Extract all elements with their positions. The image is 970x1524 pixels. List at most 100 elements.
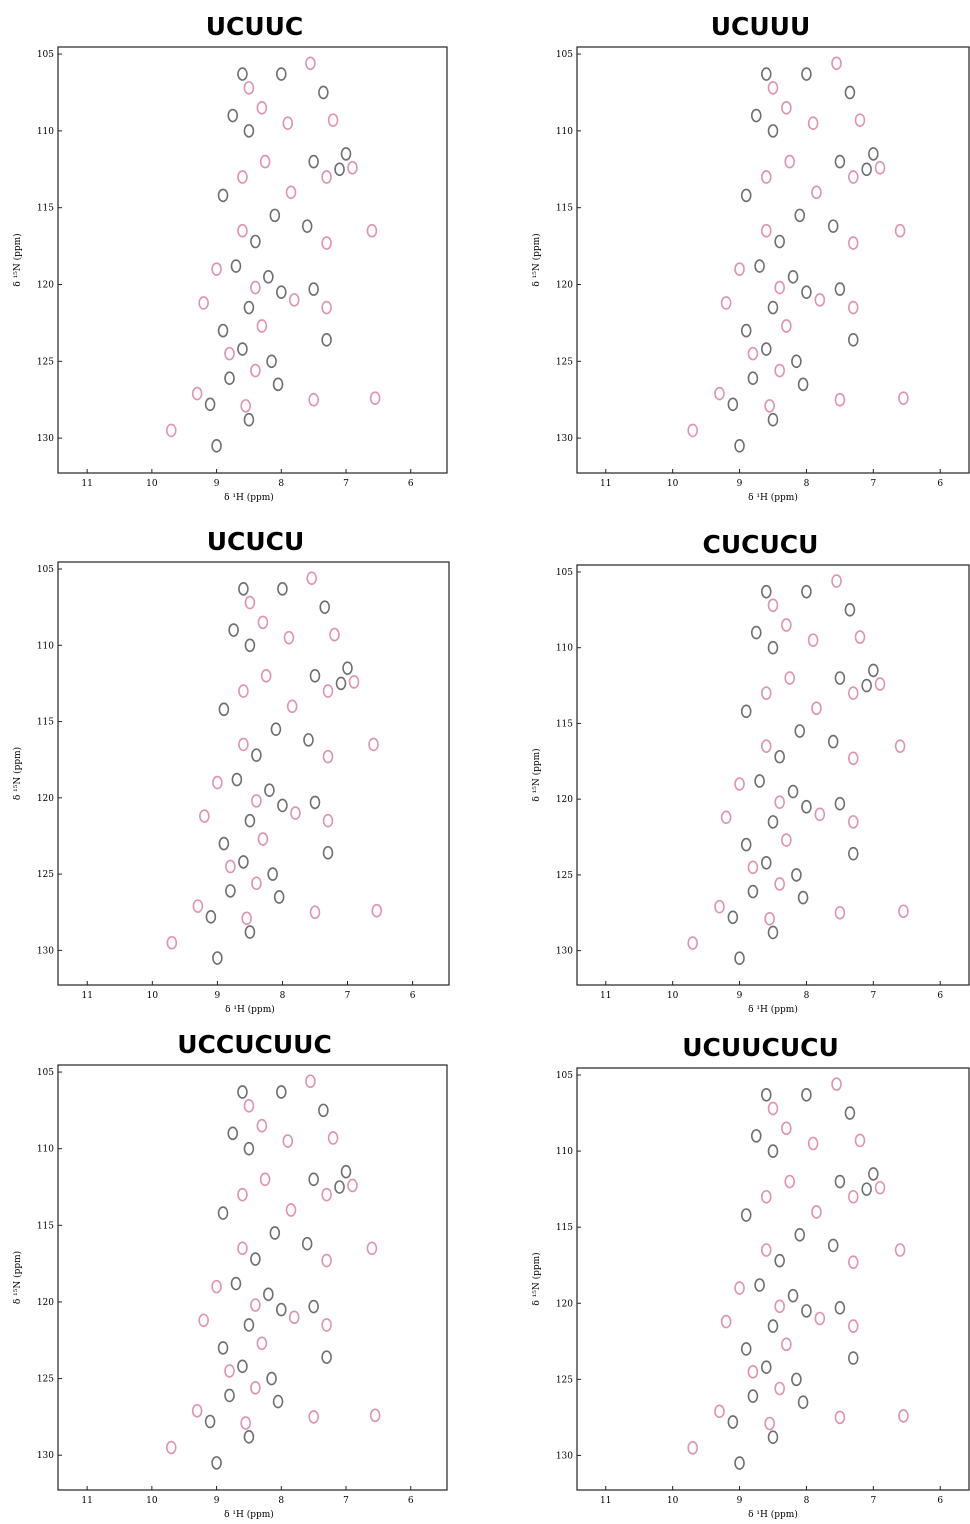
peak: [801, 1304, 812, 1318]
y-axis-label: δ ¹⁵N (ppm): [531, 1252, 542, 1305]
frame: [57, 1064, 448, 1491]
peak: [854, 1133, 866, 1148]
peak: [270, 722, 282, 736]
peak: [801, 285, 812, 299]
plot-area: [165, 1074, 381, 1470]
peak: [250, 1298, 261, 1312]
peak: [767, 925, 779, 940]
x-tick-label: 10: [146, 1496, 158, 1506]
panel-title: UCUUC: [206, 12, 304, 41]
peak: [834, 1174, 846, 1189]
peak: [256, 1118, 268, 1133]
peak: [237, 342, 248, 356]
peak: [257, 832, 269, 846]
peak: [204, 1414, 216, 1429]
peak: [266, 354, 277, 369]
peak: [747, 1364, 759, 1379]
peak: [308, 392, 319, 407]
peak: [165, 1440, 177, 1455]
peak: [301, 219, 313, 233]
peak: [217, 1341, 229, 1355]
peak: [754, 1278, 765, 1292]
peak: [761, 1243, 772, 1257]
peak: [243, 1141, 255, 1156]
peak: [727, 1415, 739, 1429]
peak: [329, 627, 340, 642]
peak: [192, 899, 204, 913]
peak: [827, 1238, 839, 1253]
peak: [834, 154, 846, 169]
y-tick-label: 115: [556, 1223, 573, 1233]
peak: [687, 423, 699, 438]
peak: [827, 734, 839, 749]
y-tick-label: 130: [37, 946, 54, 956]
peak: [286, 699, 298, 714]
peak: [217, 188, 229, 203]
peak: [847, 1255, 859, 1269]
y-tick-label: 105: [556, 1071, 573, 1081]
peak: [368, 737, 379, 752]
peak: [781, 1121, 792, 1136]
peak: [290, 806, 301, 820]
peak: [165, 423, 177, 438]
peak: [321, 236, 332, 250]
x-tick-label: 8: [278, 479, 284, 489]
x-tick-label: 11: [600, 991, 611, 1001]
peak: [334, 162, 345, 177]
peak: [761, 342, 772, 356]
peak: [807, 1136, 819, 1151]
peak: [774, 280, 785, 295]
peak: [797, 377, 809, 392]
panel: CUCUCU 11 10 9 8 7 6 105 110 115 120 125 130 δ ¹H (pp…: [531, 530, 970, 1015]
peak: [277, 582, 288, 596]
peak: [740, 837, 752, 852]
y-tick-label: 115: [556, 719, 573, 729]
peak: [834, 905, 846, 920]
peak: [250, 1252, 261, 1266]
peak: [868, 663, 879, 678]
peak: [266, 1371, 277, 1386]
peak: [218, 702, 230, 717]
peak: [347, 160, 358, 175]
peak: [847, 1319, 859, 1333]
peak: [243, 300, 255, 315]
peak: [714, 1404, 725, 1419]
plot-area: [687, 1077, 909, 1470]
peak: [321, 300, 332, 315]
x-tick-label: 7: [870, 1496, 876, 1506]
y-tick-label: 120: [37, 794, 54, 804]
peak: [369, 391, 381, 405]
peak: [309, 905, 321, 920]
peak: [225, 884, 236, 898]
peak: [831, 1077, 842, 1091]
peak: [244, 813, 256, 828]
peak: [784, 154, 796, 169]
peak: [734, 777, 745, 791]
peak: [794, 724, 806, 738]
y-axis-label: δ ¹⁵N (ppm): [12, 1251, 23, 1304]
y-axis-label: δ ¹⁵N (ppm): [12, 747, 23, 800]
peak: [847, 751, 859, 766]
peak: [767, 815, 779, 829]
peak: [747, 1389, 759, 1403]
peak: [801, 584, 812, 599]
peak: [761, 1087, 772, 1102]
peak: [767, 124, 779, 138]
peak: [238, 684, 249, 698]
peak: [774, 234, 785, 249]
peak: [794, 208, 806, 223]
x-axis-label: δ ¹H (ppm): [224, 1509, 274, 1520]
peak: [303, 733, 314, 747]
peak: [764, 399, 775, 413]
y-axis-label: δ ¹⁵N (ppm): [12, 233, 23, 286]
peak: [259, 154, 271, 169]
plot-area: [165, 56, 381, 453]
peak: [251, 748, 262, 762]
peak: [844, 603, 856, 617]
peak: [276, 67, 287, 81]
peak: [854, 630, 866, 644]
peak: [204, 397, 216, 412]
frame: [57, 46, 448, 474]
peak: [237, 67, 248, 81]
peak: [227, 1126, 239, 1141]
